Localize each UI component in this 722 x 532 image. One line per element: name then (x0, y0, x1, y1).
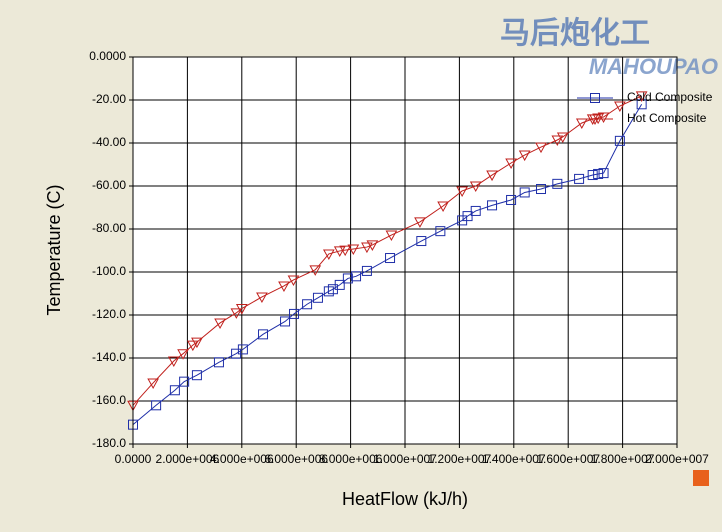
marker (177, 349, 189, 360)
marker (278, 281, 290, 293)
y-tick-label: -100.0 (92, 264, 126, 278)
marker (334, 279, 345, 290)
marker (235, 304, 248, 315)
x-tick-label: 4.000e+006 (210, 452, 274, 466)
x-tick-label: 1.200e+007 (428, 452, 492, 466)
marker (505, 158, 517, 170)
marker (351, 271, 362, 282)
marker (280, 316, 291, 327)
x-tick-label: 1.400e+007 (482, 452, 546, 466)
marker (456, 186, 468, 197)
marker (590, 93, 600, 103)
marker (322, 249, 335, 260)
x-tick-label: 8.000e+006 (319, 452, 383, 466)
y-tick-label: -180.0 (92, 436, 126, 450)
marker (385, 253, 396, 264)
y-tick-label: 0.0000 (89, 49, 126, 63)
legend-label: Cold Composite (627, 90, 713, 104)
marker (179, 376, 190, 387)
x-tick-label: 1.800e+007 (591, 452, 655, 466)
marker (416, 236, 427, 247)
y-tick-label: -40.00 (92, 135, 126, 149)
marker (437, 201, 449, 213)
marker (151, 400, 162, 411)
marker (333, 246, 346, 257)
marker (462, 211, 473, 222)
marker (342, 273, 353, 284)
marker (339, 245, 352, 257)
marker (214, 318, 226, 329)
x-axis-title: HeatFlow (kJ/h) (342, 489, 468, 509)
marker (536, 184, 546, 195)
axis-frame (132, 56, 678, 445)
series-line (132, 104, 643, 426)
marker (385, 230, 398, 242)
marker (551, 135, 564, 147)
marker (535, 142, 547, 154)
watermark: MAHOUPAO (589, 54, 718, 79)
marker (636, 99, 647, 110)
marker (614, 135, 625, 146)
marker (506, 194, 517, 205)
y-tick-label: -160.0 (92, 393, 126, 407)
y-tick-label: -140.0 (92, 350, 126, 364)
marker (347, 244, 360, 256)
marker (598, 168, 609, 179)
marker (309, 265, 322, 276)
marker (597, 112, 610, 124)
legend-label: Hot Composite (627, 111, 707, 125)
marker (237, 344, 248, 355)
marker (519, 187, 530, 198)
marker (614, 101, 626, 113)
marker (213, 357, 224, 368)
marker (435, 226, 446, 237)
marker (186, 340, 199, 352)
y-tick-label: -120.0 (92, 307, 126, 321)
marker (361, 242, 373, 254)
x-tick-label: 1.000e+007 (373, 452, 437, 466)
y-tick-label: -20.00 (92, 92, 126, 106)
marker (169, 385, 180, 396)
x-tick-label: 0.0000 (115, 452, 152, 466)
marker (361, 265, 372, 276)
marker (556, 132, 569, 144)
marker (589, 114, 601, 126)
y-tick-label: -80.00 (92, 221, 126, 235)
marker (518, 150, 531, 162)
marker (574, 173, 585, 184)
watermark: 马后炮化工 (500, 17, 650, 50)
marker (230, 308, 243, 319)
marker (587, 170, 598, 181)
marker (147, 378, 159, 389)
marker (302, 299, 313, 310)
x-tick-label: 2.000e+006 (156, 452, 220, 466)
x-tick-label: 2.000e+007 (645, 452, 709, 466)
tray-icon (693, 470, 709, 486)
y-axis-title: Temperature (C) (44, 184, 64, 315)
marker (289, 308, 300, 319)
marker (487, 200, 498, 211)
marker (414, 217, 426, 228)
marker (366, 240, 379, 251)
x-tick-label: 6.000e+006 (264, 452, 328, 466)
marker (258, 329, 269, 340)
marker (167, 356, 180, 368)
marker (552, 178, 563, 189)
marker (256, 292, 268, 303)
marker (287, 275, 300, 286)
marker (486, 170, 498, 182)
marker (191, 337, 203, 349)
marker (635, 91, 648, 102)
x-tick-label: 1.600e+007 (536, 452, 600, 466)
marker (312, 292, 323, 303)
marker (191, 370, 202, 381)
marker (593, 168, 604, 179)
marker (470, 205, 481, 216)
marker (469, 181, 482, 193)
y-tick-label: -60.00 (92, 178, 126, 192)
